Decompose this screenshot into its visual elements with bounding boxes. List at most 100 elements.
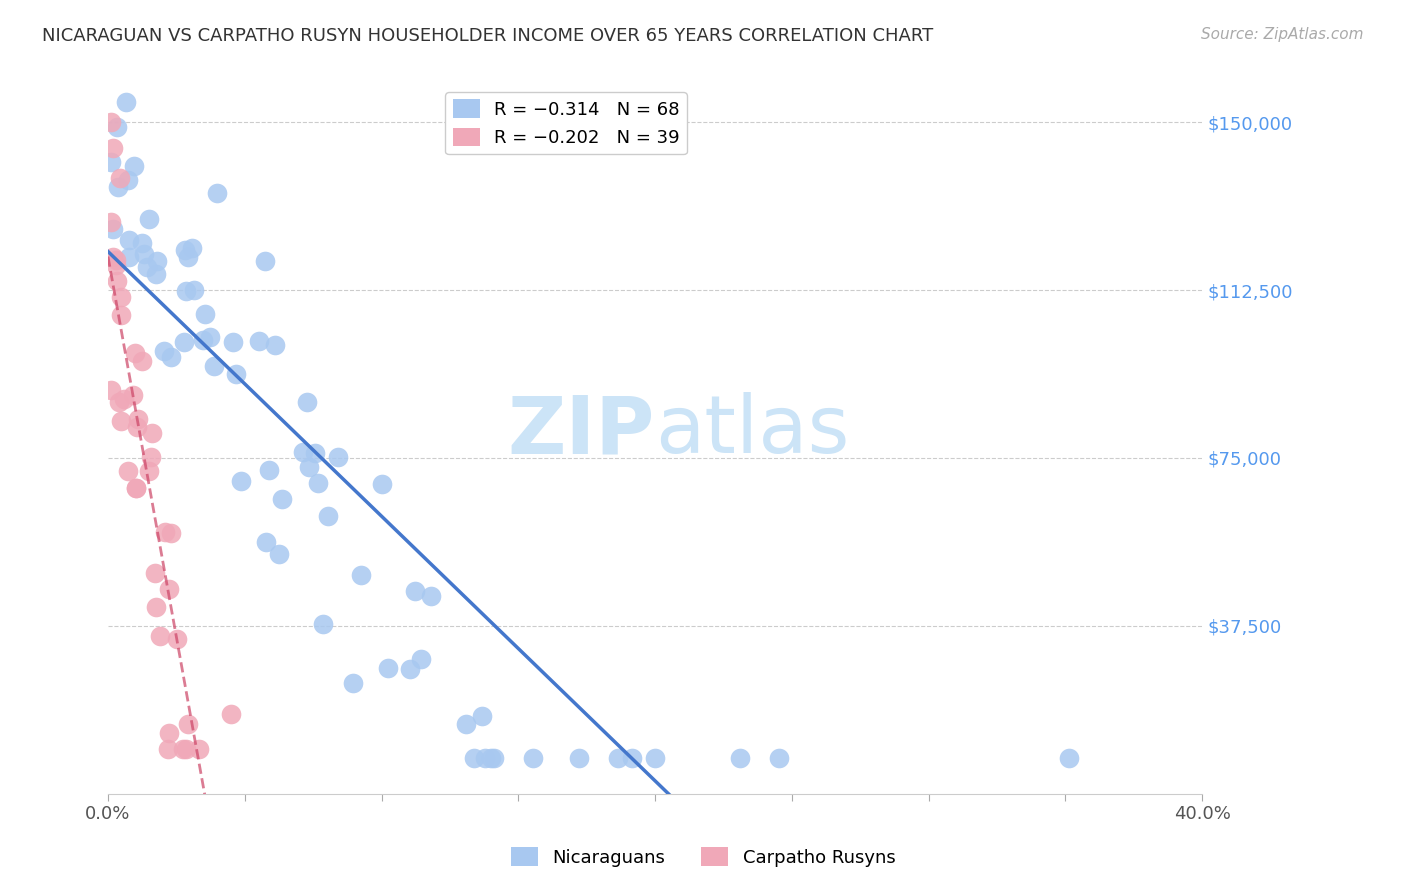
- Point: [295, 395, 318, 409]
- Legend: R = −0.314   N = 68, R = −0.202   N = 39: R = −0.314 N = 68, R = −0.202 N = 39: [446, 92, 688, 154]
- Point: [304, 446, 326, 460]
- Point: [454, 717, 477, 731]
- Text: ZIP: ZIP: [508, 392, 655, 470]
- Point: [259, 463, 281, 477]
- Point: [166, 632, 188, 647]
- Point: [174, 284, 197, 298]
- Point: [620, 751, 643, 765]
- Point: [1057, 751, 1080, 765]
- Point: [371, 477, 394, 491]
- Point: [270, 491, 292, 506]
- Point: [298, 460, 321, 475]
- Point: [419, 589, 441, 603]
- Point: [479, 751, 502, 765]
- Point: [127, 420, 149, 434]
- Point: [100, 115, 122, 129]
- Point: [141, 450, 163, 464]
- Point: [247, 334, 270, 349]
- Point: [202, 359, 225, 374]
- Point: [103, 250, 125, 264]
- Point: [110, 308, 132, 322]
- Point: [177, 250, 200, 264]
- Point: [105, 259, 128, 273]
- Point: [117, 173, 139, 187]
- Point: [131, 354, 153, 368]
- Point: [191, 333, 214, 347]
- Point: [145, 267, 167, 281]
- Point: [173, 243, 195, 257]
- Point: [145, 253, 167, 268]
- Point: [125, 482, 148, 496]
- Point: [568, 751, 591, 765]
- Point: [108, 171, 131, 186]
- Point: [172, 742, 194, 756]
- Point: [231, 475, 253, 489]
- Point: [157, 725, 180, 739]
- Point: [100, 155, 122, 169]
- Point: [101, 141, 124, 155]
- Point: [522, 751, 544, 765]
- Point: [127, 411, 149, 425]
- Point: [307, 476, 329, 491]
- Point: [100, 383, 122, 397]
- Text: Source: ZipAtlas.com: Source: ZipAtlas.com: [1201, 27, 1364, 42]
- Point: [405, 583, 427, 598]
- Point: [110, 290, 132, 304]
- Legend: Nicaraguans, Carpatho Rusyns: Nicaraguans, Carpatho Rusyns: [503, 840, 903, 874]
- Point: [153, 525, 176, 540]
- Point: [399, 662, 422, 676]
- Point: [105, 120, 128, 135]
- Point: [463, 751, 485, 765]
- Point: [316, 508, 339, 523]
- Point: [107, 179, 129, 194]
- Point: [112, 392, 135, 407]
- Point: [118, 250, 141, 264]
- Point: [181, 241, 204, 255]
- Point: [474, 751, 496, 765]
- Point: [254, 254, 277, 268]
- Point: [225, 368, 247, 382]
- Point: [471, 708, 494, 723]
- Point: [644, 751, 666, 765]
- Point: [219, 707, 242, 722]
- Text: atlas: atlas: [655, 392, 849, 470]
- Point: [124, 159, 146, 173]
- Point: [105, 252, 128, 267]
- Point: [194, 307, 217, 321]
- Point: [200, 330, 222, 344]
- Point: [115, 95, 138, 109]
- Point: [221, 334, 243, 349]
- Point: [118, 233, 141, 247]
- Point: [205, 186, 228, 200]
- Point: [100, 215, 122, 229]
- Point: [105, 274, 128, 288]
- Point: [157, 582, 180, 596]
- Point: [149, 629, 172, 643]
- Point: [768, 751, 790, 765]
- Point: [173, 335, 195, 350]
- Point: [110, 414, 132, 428]
- Point: [312, 616, 335, 631]
- Point: [409, 652, 432, 666]
- Point: [124, 346, 146, 360]
- Point: [183, 283, 205, 297]
- Point: [728, 751, 751, 765]
- Point: [136, 260, 159, 275]
- Point: [269, 547, 291, 561]
- Point: [607, 751, 630, 765]
- Point: [159, 526, 181, 541]
- Point: [122, 388, 145, 402]
- Point: [138, 212, 160, 227]
- Point: [326, 450, 349, 464]
- Point: [145, 599, 167, 614]
- Point: [254, 534, 277, 549]
- Point: [377, 660, 399, 674]
- Text: NICARAGUAN VS CARPATHO RUSYN HOUSEHOLDER INCOME OVER 65 YEARS CORRELATION CHART: NICARAGUAN VS CARPATHO RUSYN HOUSEHOLDER…: [42, 27, 934, 45]
- Point: [188, 742, 211, 756]
- Point: [342, 676, 364, 690]
- Point: [132, 247, 155, 261]
- Point: [117, 464, 139, 478]
- Point: [138, 463, 160, 477]
- Point: [350, 567, 373, 582]
- Point: [482, 751, 505, 765]
